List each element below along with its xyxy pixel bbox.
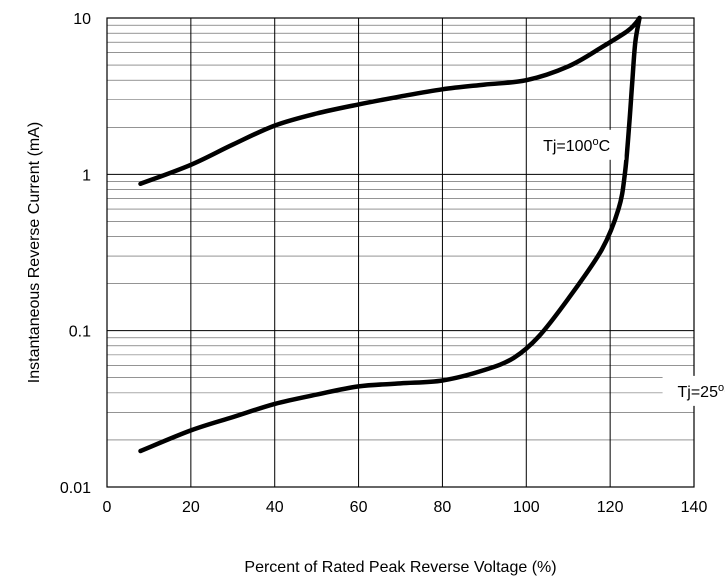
annotation-label: Tj=25oC — [678, 382, 725, 401]
x-tick-label: 60 — [350, 499, 368, 516]
annotation-background — [662, 375, 725, 406]
plot-area-frame — [106, 17, 695, 488]
series-lines — [138, 15, 642, 454]
y-tick-label: 10 — [73, 11, 91, 28]
annotation-label: Tj=100oC — [543, 136, 610, 155]
x-tick-label: 100 — [513, 499, 540, 516]
annotations: Tj=100oC Tj=25oC — [528, 129, 725, 406]
y-tick-labels: 0.01 0.1 1 10 — [60, 11, 91, 497]
annotation-background — [528, 129, 625, 160]
x-tick-label: 80 — [434, 499, 452, 516]
x-tick-label: 120 — [597, 499, 624, 516]
y-tick-label: 0.01 — [60, 480, 91, 497]
x-tick-labels: 0 20 40 60 80 100 120 140 — [103, 499, 708, 516]
y-axis-label: Instantaneous Reverse Current (mA) — [26, 122, 43, 383]
series-line-tj100 — [138, 15, 642, 187]
series-line-tj25 — [138, 15, 642, 454]
major-gridlines — [106, 17, 695, 488]
x-tick-label: 20 — [182, 499, 200, 516]
minor-gridlines — [107, 24, 694, 441]
x-tick-label: 40 — [266, 499, 284, 516]
y-tick-label: 1 — [82, 167, 91, 184]
x-tick-label: 0 — [103, 499, 112, 516]
x-tick-label: 140 — [681, 499, 708, 516]
y-tick-label: 0.1 — [69, 324, 91, 341]
x-axis-label: Percent of Rated Peak Reverse Voltage (%… — [244, 559, 556, 576]
